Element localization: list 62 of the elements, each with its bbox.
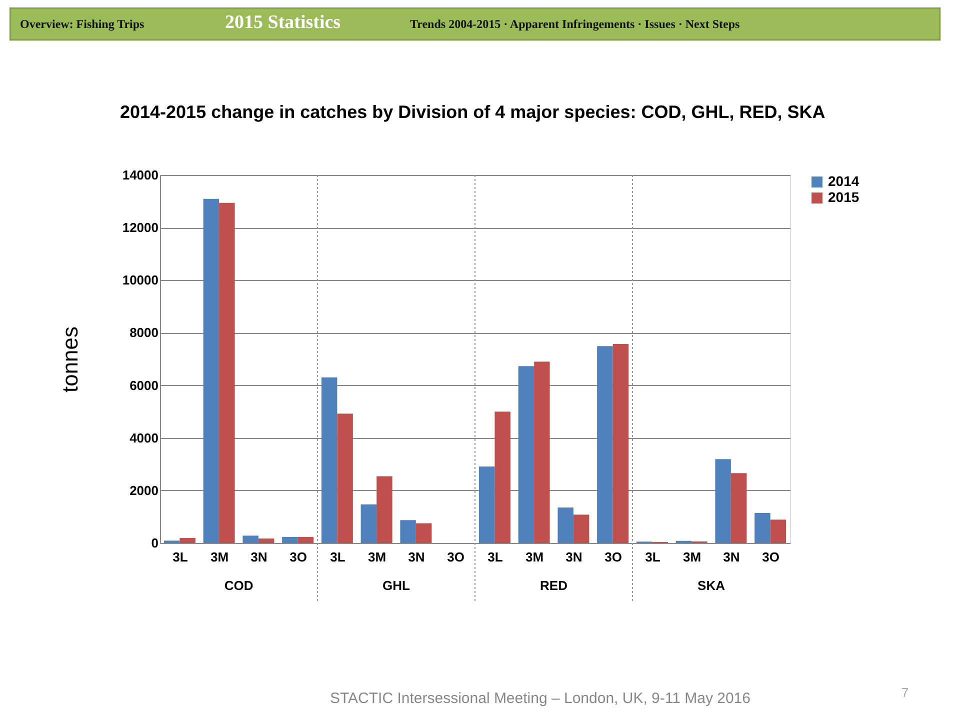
bar (715, 459, 731, 543)
x-tick-label: 3O (447, 550, 464, 564)
bar (258, 538, 274, 543)
x-tick-label: 3L (488, 550, 503, 564)
x-tick-label: 3M (210, 550, 229, 564)
x-tick-label: 3M (368, 550, 386, 564)
bar (203, 198, 220, 543)
legend-label: 2014 (828, 173, 860, 189)
y-tick-label: 8000 (130, 325, 158, 340)
y-tick-label: 4000 (130, 430, 158, 446)
x-tick-label: 3O (290, 550, 307, 564)
text: STACTIC Intersessional Meeting – London, UK, 9-11 May 2016 (330, 690, 750, 707)
x-tick-label: 3N (566, 550, 582, 564)
y-tick-label: 10000 (122, 272, 158, 288)
x-tick-label: 3L (645, 550, 660, 564)
bar (518, 366, 534, 543)
x-tick-label: 3N (408, 550, 425, 564)
x-tick-label: 3O (604, 550, 622, 564)
bar (612, 344, 629, 543)
bar (321, 377, 338, 543)
bar (770, 520, 786, 543)
y-tick-label: 0 (151, 536, 158, 550)
bar (478, 466, 495, 543)
text: Trends 2004-2015 · Apparent Infringements · Issues · Next Steps (410, 17, 740, 31)
text: GHL (382, 578, 410, 593)
x-tick-label: 3M (683, 550, 702, 564)
x-tick-label: 3O (762, 550, 780, 564)
bar (597, 346, 613, 543)
text: 2015 Statistics (225, 12, 341, 33)
bar (360, 504, 377, 543)
bar (754, 513, 770, 543)
y-tick-label: 14000 (122, 168, 158, 182)
bar (242, 536, 258, 543)
bar (337, 414, 353, 543)
text: Overview: Fishing Trips (20, 17, 145, 31)
y-axis-title: tonnes (57, 326, 82, 393)
bar (282, 536, 298, 543)
bar (534, 362, 550, 543)
text: RED (540, 578, 568, 593)
text: 7 (901, 685, 909, 700)
bar (494, 412, 510, 543)
text: SKA (698, 578, 726, 593)
text: COD (224, 578, 254, 593)
bar (558, 508, 574, 543)
x-tick-label: 3M (526, 550, 544, 564)
bar (219, 202, 235, 543)
bar (376, 476, 392, 543)
bar (400, 520, 416, 543)
chart-title: 2014-2015 change in catches by Division of 4 major species: COD, GHL, RED, SKA (120, 102, 826, 122)
x-tick-label: 3N (250, 550, 268, 564)
x-tick-label: 3L (330, 550, 346, 564)
bar (730, 473, 747, 543)
bar (573, 514, 590, 543)
x-tick-label: 3N (723, 550, 740, 564)
x-tick-label: 3L (172, 550, 188, 564)
y-tick-label: 12000 (122, 220, 158, 236)
legend-label: 2015 (828, 189, 860, 205)
bar (416, 523, 432, 543)
bar (298, 536, 314, 543)
bar (180, 538, 196, 543)
y-tick-label: 2000 (130, 482, 158, 498)
y-tick-label: 6000 (130, 378, 158, 393)
